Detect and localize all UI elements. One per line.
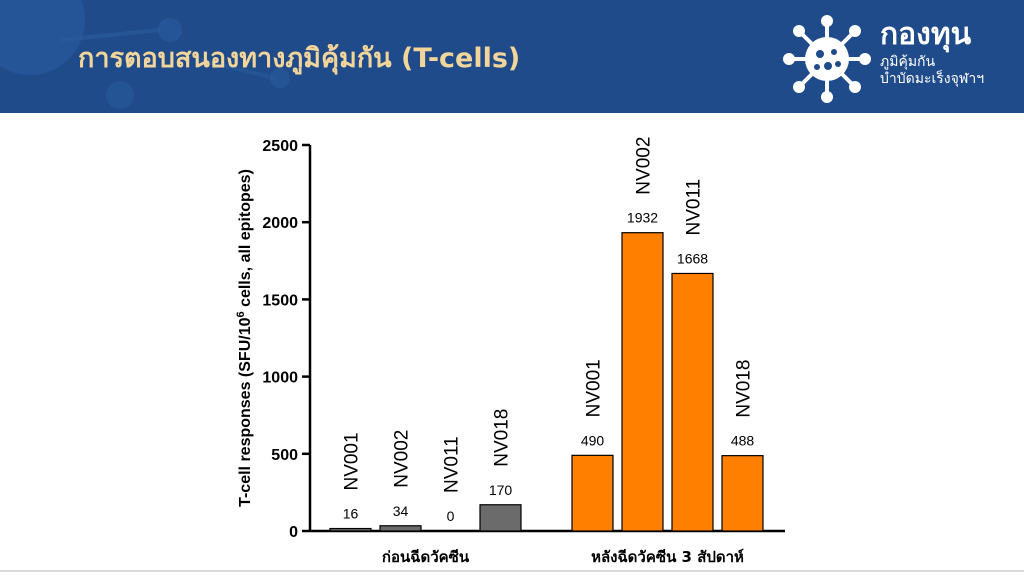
y-tick-label: 2500 — [262, 138, 298, 155]
bar-value-label: 34 — [393, 503, 409, 519]
tcell-bar-chart: 0 500 1000 1500 2000 2500 T-cell responses (SF… — [235, 137, 785, 566]
y-axis-label-main: T-cell responses (SFU/10 — [237, 317, 254, 507]
bar-value-label: 16 — [343, 506, 359, 522]
footer-divider — [0, 570, 1024, 572]
virus-logo-icon — [783, 15, 871, 103]
logo-subtitle-line1: ภูมิคุ้มกัน — [880, 54, 936, 70]
logo-subtitle: ภูมิคุ้มกัน บำบัดมะเร็งจุฬาฯ — [880, 54, 984, 88]
bar-nv001 — [571, 454, 614, 532]
bar-name-label: NV001 — [342, 432, 363, 490]
virus-decoration-background — [0, 0, 290, 109]
bar-name-label: NV002 — [392, 430, 413, 488]
bar-name-label: NV018 — [492, 409, 513, 467]
y-tick-label: 1000 — [262, 370, 298, 387]
bar-value-label: 0 — [447, 508, 455, 524]
bar-value-label: 1668 — [677, 250, 708, 266]
bar-nv018 — [721, 455, 764, 532]
logo-subtitle-line2: บำบัดมะเร็งจุฬาฯ — [880, 71, 985, 87]
group-label: ก่อนฉีดวัคซีน — [382, 548, 470, 566]
bar-name-label: NV018 — [734, 360, 755, 418]
y-tick-label: 2000 — [262, 215, 298, 232]
bar-nv001 — [329, 527, 372, 532]
y-axis-label-tail: cells, all epitopes) — [237, 169, 254, 311]
bar-name-label: NV002 — [634, 137, 655, 195]
bar-value-label: 170 — [489, 482, 513, 498]
logo-wordmark: กองทุน — [880, 17, 972, 52]
y-tick-label: 0 — [289, 524, 298, 541]
bar-name-label: NV001 — [584, 359, 605, 417]
y-tick-label: 500 — [271, 447, 298, 464]
bar-value-label: 488 — [731, 433, 755, 449]
bar-value-label: 490 — [581, 432, 605, 448]
fund-logo: กองทุน ภูมิคุ้มกัน บำบัดมะเร็งจุฬาฯ — [782, 14, 1012, 104]
bar-nv002 — [379, 525, 422, 532]
bar-value-label: 1932 — [627, 210, 658, 226]
bar-nv011 — [671, 272, 714, 532]
bar-name-label: NV011 — [684, 179, 705, 236]
y-axis-label-superscript: 6 — [235, 311, 247, 317]
bar-nv018 — [479, 504, 522, 532]
bar-name-label: NV011 — [442, 436, 463, 493]
bar-nv002 — [621, 232, 664, 532]
group-label: หลังฉีดวัคซีน 3 สัปดาห์ — [591, 548, 744, 566]
y-tick-label: 1500 — [262, 292, 298, 309]
page-title: การตอบสนองทางภูมิคุ้มกัน (T-cells) — [78, 43, 521, 74]
y-axis-label: T-cell responses (SFU/106 cells, all epi… — [235, 169, 254, 507]
header-banner: การตอบสนองทางภูมิคุ้มกัน (T-cells) — [0, 0, 1024, 113]
